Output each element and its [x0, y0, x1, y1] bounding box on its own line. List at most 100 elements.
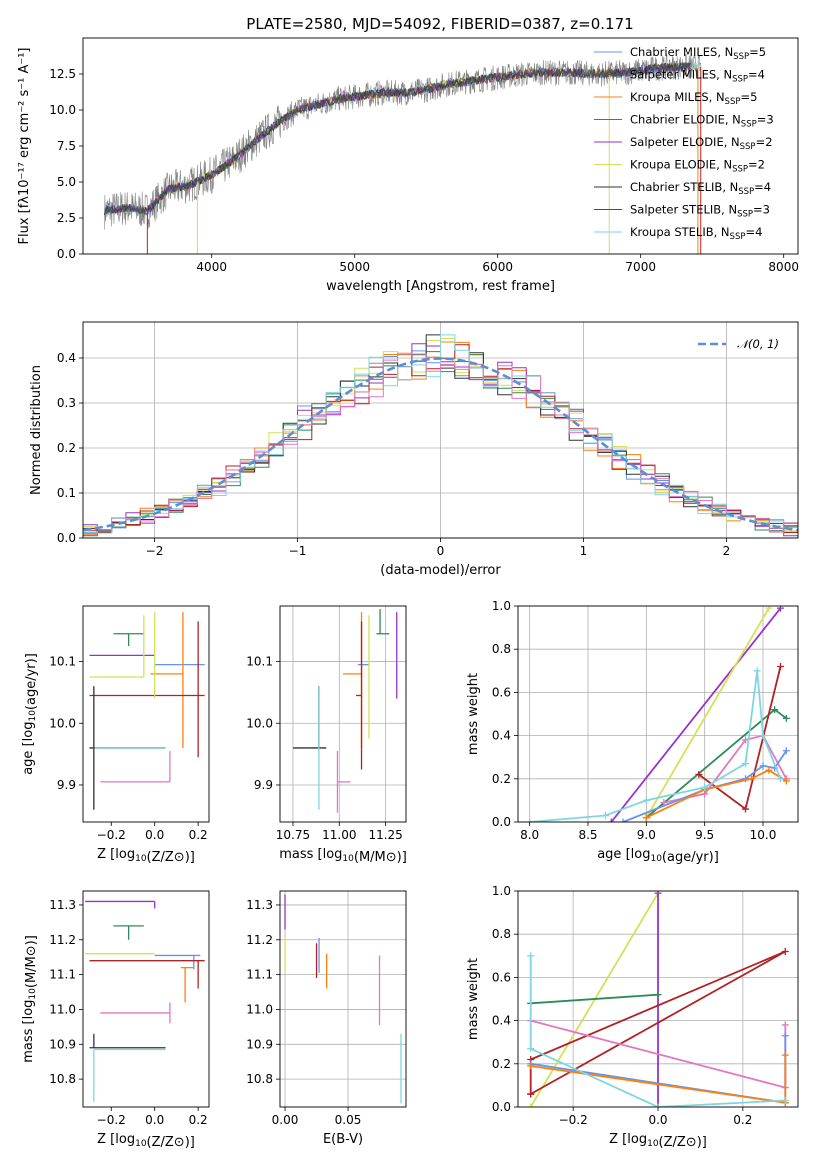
- weight-marker: [642, 796, 650, 804]
- weight-marker: [527, 1103, 535, 1107]
- y-axis-label: Flux [fλ10⁻¹⁷ erg cm⁻² s⁻¹ A⁻¹]: [17, 48, 32, 245]
- y-tick-label: 0.8: [492, 927, 511, 941]
- y-axis-label: Normed distribution: [29, 365, 44, 495]
- errorbar-point: [89, 621, 205, 758]
- weight-marker: [619, 818, 627, 822]
- y-tick-label: 0.4: [492, 729, 511, 743]
- legend-entry: Chabrier MILES, NSSP=5: [630, 45, 766, 62]
- y-tick-label: 9.9: [254, 778, 273, 792]
- x-tick-label: −0.2: [97, 1113, 126, 1127]
- x-tick-label: 10.75: [276, 828, 310, 842]
- weight-marker: [695, 770, 703, 778]
- errorbar-point: [336, 751, 351, 813]
- y-tick-label: 0.2: [492, 772, 511, 786]
- weight-marker: [747, 775, 755, 783]
- errorbar-point: [113, 925, 144, 940]
- y-tick-label: 12.5: [49, 67, 76, 81]
- legend-entry: Salpeter MILES, NSSP=4: [630, 68, 765, 85]
- x-axis-label: Z [log10(Z/Z⊙)]: [97, 847, 195, 865]
- x-tick-label: −2: [146, 544, 164, 558]
- weight-marker: [771, 706, 779, 714]
- y-tick-label: 0.6: [492, 970, 511, 984]
- y-tick-label: 9.9: [57, 778, 76, 792]
- x-tick-label: 10.0: [750, 828, 777, 842]
- y-axis-label: mass [log10(M/M⊙)]: [21, 935, 39, 1063]
- weight-marker: [527, 1045, 535, 1053]
- weight-marker: [742, 760, 749, 768]
- errorbar-point: [150, 612, 184, 748]
- x-tick-label: 7000: [625, 260, 656, 274]
- y-tick-label: 10.0: [49, 103, 76, 117]
- legend-entry: Chabrier STELIB, NSSP=4: [630, 180, 771, 197]
- weight-marker: [527, 1062, 535, 1070]
- mass-weight-vs-z-panel: −0.2 0.0 0.2 0.0 0.2 0.4 0.6 0.8 1.0 Z [log10(Z/Z…: [466, 884, 799, 1150]
- weight-line: [610, 607, 782, 822]
- axes-frame: [279, 890, 407, 1108]
- y-tick-label: 10.0: [246, 716, 273, 730]
- y-tick-label: 0.6: [492, 685, 511, 699]
- x-axis-label: age [log10(age/yr)]: [597, 847, 719, 865]
- x-tick-label: −0.2: [97, 828, 126, 842]
- x-tick-label: 11.25: [368, 828, 402, 842]
- age-vs-z-panel: −0.2 0.0 0.2 9.9 10.0 10.1 Z [log10(Z/Z⊙)] age …: [21, 605, 210, 865]
- weight-marker: [642, 814, 650, 822]
- y-tick-label: 0.8: [492, 642, 511, 656]
- errorbar-point: [180, 966, 194, 1003]
- y-tick-label: 0.4: [57, 351, 76, 365]
- x-tick-label: 6000: [482, 260, 513, 274]
- legend-entry: Salpeter ELODIE, NSSP=2: [630, 135, 773, 152]
- weight-line: [530, 993, 659, 1005]
- x-axis-label: (data-model)/error: [380, 563, 501, 578]
- y-tick-label: 11.3: [49, 898, 76, 912]
- plot-area: [89, 612, 205, 810]
- axes-frame: [279, 605, 407, 823]
- x-tick-label: 8000: [768, 260, 799, 274]
- x-axis-label: Z [log10(Z/Z⊙)]: [609, 1132, 707, 1150]
- y-tick-label: 10.1: [246, 655, 273, 669]
- x-tick-label: 4000: [196, 260, 227, 274]
- weight-line: [622, 750, 788, 822]
- errorbar-point: [89, 1033, 166, 1049]
- x-tick-label: 0.0: [145, 828, 164, 842]
- weight-marker: [782, 714, 790, 722]
- y-tick-label: 10.9: [49, 1037, 76, 1051]
- x-tick-label: 8.0: [520, 828, 539, 842]
- y-tick-label: 0.0: [492, 815, 511, 829]
- weight-line: [529, 670, 782, 822]
- x-axis-label: wavelength [Angstrom, rest frame]: [326, 279, 555, 294]
- legend-entry: Salpeter STELIB, NSSP=3: [630, 203, 770, 220]
- weight-line: [529, 950, 786, 1095]
- legend-entry: Chabrier ELODIE, NSSP=3: [630, 113, 774, 130]
- y-tick-label: 0.4: [492, 1014, 511, 1028]
- plot-area: [527, 891, 789, 1107]
- weight-marker: [777, 775, 784, 783]
- y-tick-label: 11.0: [246, 1002, 273, 1016]
- errorbar-point: [93, 1048, 166, 1102]
- spectrum-model-line: [104, 62, 698, 216]
- errorbar-point: [292, 686, 327, 749]
- y-tick-label: 11.2: [246, 933, 273, 947]
- y-tick-label: 0.0: [492, 1100, 511, 1114]
- plot-area: [526, 606, 790, 822]
- errorbar-point: [89, 615, 145, 678]
- plot-area: [292, 609, 398, 813]
- weight-marker: [654, 991, 662, 999]
- errorbar-point: [113, 633, 144, 647]
- figure-title: PLATE=2580, MJD=54092, FIBERID=0387, z=0…: [246, 15, 633, 33]
- y-axis-label: age [log10(age/yr)]: [21, 653, 39, 775]
- y-tick-label: 10.0: [49, 716, 76, 730]
- plot-area: [284, 894, 402, 1104]
- histogram-steps: [83, 352, 798, 538]
- y-tick-label: 2.5: [57, 211, 76, 225]
- weight-marker: [602, 812, 609, 820]
- legend: Chabrier MILES, NSSP=5 Salpeter MILES, NS…: [594, 45, 774, 242]
- weight-marker: [781, 1051, 789, 1059]
- axes-frame: [517, 605, 799, 823]
- weight-marker: [701, 783, 709, 791]
- x-tick-label: 9.0: [637, 828, 656, 842]
- y-tick-label: 11.2: [49, 933, 76, 947]
- spectrum-model-line: [104, 61, 691, 216]
- weight-marker: [654, 891, 662, 897]
- spectrum-model-line: [146, 62, 698, 216]
